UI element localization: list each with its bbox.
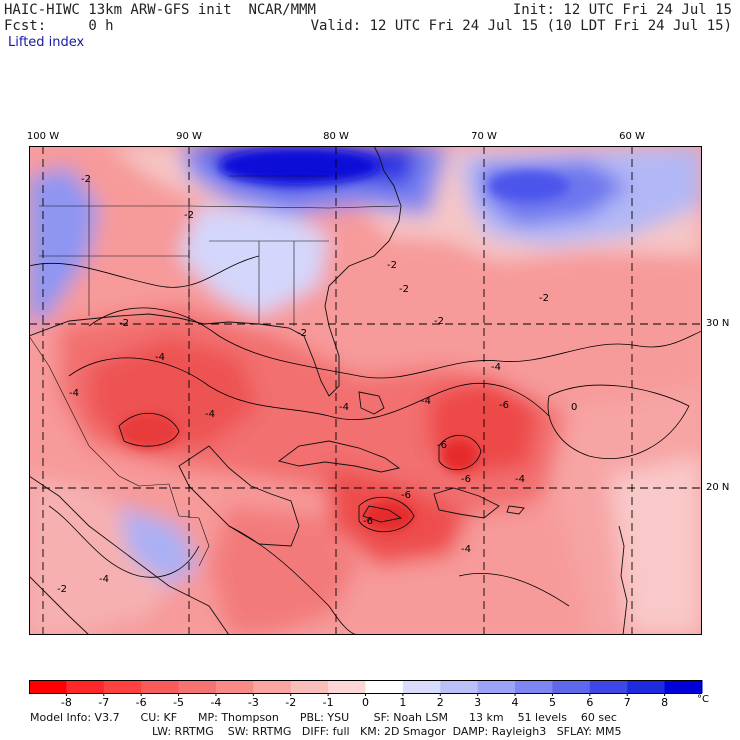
- colorbar-swatch: [290, 680, 329, 693]
- fcst-value: 0 h: [88, 18, 114, 34]
- colorbar-swatch: [66, 680, 105, 693]
- colorbar: -8 -7 -6 -5 -4 -3 -2 -1 0 1 2 3 4 5 6 7 8 °C: [29, 680, 709, 709]
- model-title: HAIC-HIWC 13km ARW-GFS init: [4, 2, 232, 18]
- agency-label: NCAR/MMM: [248, 2, 316, 18]
- colorbar-tick-label: 2: [437, 696, 444, 709]
- lat-label-20n: 20 N: [706, 482, 730, 493]
- colorbar-tick-label: -1: [323, 696, 334, 709]
- init-time: Init: 12 UTC Fri 24 Jul 15: [512, 2, 732, 18]
- contour-label: 0: [571, 402, 577, 413]
- colorbar-tick-label: -2: [285, 696, 296, 709]
- field-shading: [29, 146, 702, 635]
- contour-label: -2: [399, 284, 409, 295]
- fcst-label: Fcst:: [4, 18, 47, 34]
- colorbar-swatch: [515, 680, 553, 693]
- contour-label: -4: [155, 352, 165, 363]
- lon-label-80w: 80 W: [323, 131, 349, 142]
- colorbar-tick-label: 4: [512, 696, 519, 709]
- header-left: HAIC-HIWC 13km ARW-GFS init NCAR/MMM Fcs…: [4, 2, 316, 34]
- footer-model-info: Model Info: V3.7 CU: KF MP: Thompson PBL…: [30, 711, 617, 724]
- field-cores: [119, 148, 569, 531]
- contour-label: -2: [539, 293, 549, 304]
- colorbar-tick-label: 8: [661, 696, 668, 709]
- contour-label: -6: [401, 490, 411, 501]
- contour-label-layer: -2 -2 -2 -2 -2 -2 -2 -4 -4 -4 -4 -4 -4 -…: [57, 174, 577, 595]
- colorbar-tick-label: -5: [173, 696, 184, 709]
- lat-label-30n: 30 N: [706, 318, 730, 329]
- colorbar-swatch: [402, 680, 441, 693]
- colorbar-swatch: [253, 680, 292, 693]
- colorbar-swatch: [589, 680, 628, 693]
- lon-label-100w: 100 W: [26, 131, 60, 142]
- lon-label-60w: 60 W: [619, 131, 645, 142]
- colorbar-swatch: [178, 680, 217, 693]
- colorbar-tick-label: -8: [61, 696, 72, 709]
- footer-physics-info: LW: RRTMG SW: RRTMG DIFF: full KM: 2D Sm…: [152, 725, 622, 738]
- colorbar-tick-label: -6: [136, 696, 147, 709]
- colorbar-swatch: [141, 680, 180, 693]
- colorbar-tick-label: 1: [399, 696, 406, 709]
- colorbar-unit: °C: [697, 694, 709, 705]
- contour-label: -6: [437, 440, 447, 451]
- contour-label: -2: [387, 260, 397, 271]
- contour-label: -6: [363, 516, 373, 527]
- colorbar-swatch: [365, 680, 404, 693]
- contour-label: -4: [421, 396, 431, 407]
- contour-label: -4: [99, 574, 109, 585]
- contour-label: -4: [515, 474, 525, 485]
- contour-label: -6: [499, 400, 509, 411]
- colorbar-tick-label: -3: [248, 696, 259, 709]
- contour-label: -4: [491, 362, 501, 373]
- contour-label: -2: [434, 316, 444, 327]
- colorbar-swatch: [627, 680, 666, 693]
- header-right: Init: 12 UTC Fri 24 Jul 15 Valid: 12 UTC…: [311, 2, 732, 34]
- colorbar-tick-label: 6: [586, 696, 593, 709]
- colorbar-swatch: [29, 680, 67, 693]
- contour-label: -2: [81, 174, 91, 185]
- contour-label: -6: [461, 474, 471, 485]
- colorbar-tick-label: 7: [624, 696, 631, 709]
- colorbar-swatch: [552, 680, 591, 693]
- colorbar-tick-label: -7: [98, 696, 109, 709]
- valid-time: Valid: 12 UTC Fri 24 Jul 15 (10 LDT Fri …: [310, 18, 732, 34]
- coastlines: [29, 146, 628, 635]
- colorbar-swatch: [215, 680, 254, 693]
- contour-label: -4: [69, 388, 79, 399]
- colorbar-swatch: [477, 680, 516, 693]
- contour-label: -4: [461, 544, 471, 555]
- colorbar-tick-label: -4: [210, 696, 221, 709]
- colorbar-ticks: -8 -7 -6 -5 -4 -3 -2 -1 0 1 2 3 4 5 6 7 8: [61, 693, 668, 709]
- lon-label-90w: 90 W: [176, 131, 202, 142]
- contour-label: -2: [119, 318, 129, 329]
- colorbar-swatch: [440, 680, 479, 693]
- contour-label: -4: [205, 409, 215, 420]
- map-frame: [29, 146, 702, 635]
- colorbar-swatch: [664, 680, 703, 693]
- colorbar-tick-label: 3: [474, 696, 481, 709]
- colorbar-tick-label: 5: [549, 696, 556, 709]
- contour-label: -2: [297, 328, 307, 339]
- colorbar-swatches: [29, 680, 703, 694]
- contour-lines: [29, 255, 702, 635]
- contour-label: -2: [184, 210, 194, 221]
- lat-lon-grid: [29, 146, 702, 635]
- colorbar-swatch: [328, 680, 366, 693]
- lon-label-70w: 70 W: [471, 131, 497, 142]
- contour-label: -2: [57, 584, 67, 595]
- lifted-index-map: -2 -2 -2 -2 -2 -2 -2 -4 -4 -4 -4 -4 -4 -…: [29, 146, 702, 635]
- colorbar-tick-label: 0: [362, 696, 369, 709]
- field-name: Lifted index: [8, 35, 85, 50]
- contour-label: -4: [339, 402, 349, 413]
- colorbar-swatch: [103, 680, 142, 693]
